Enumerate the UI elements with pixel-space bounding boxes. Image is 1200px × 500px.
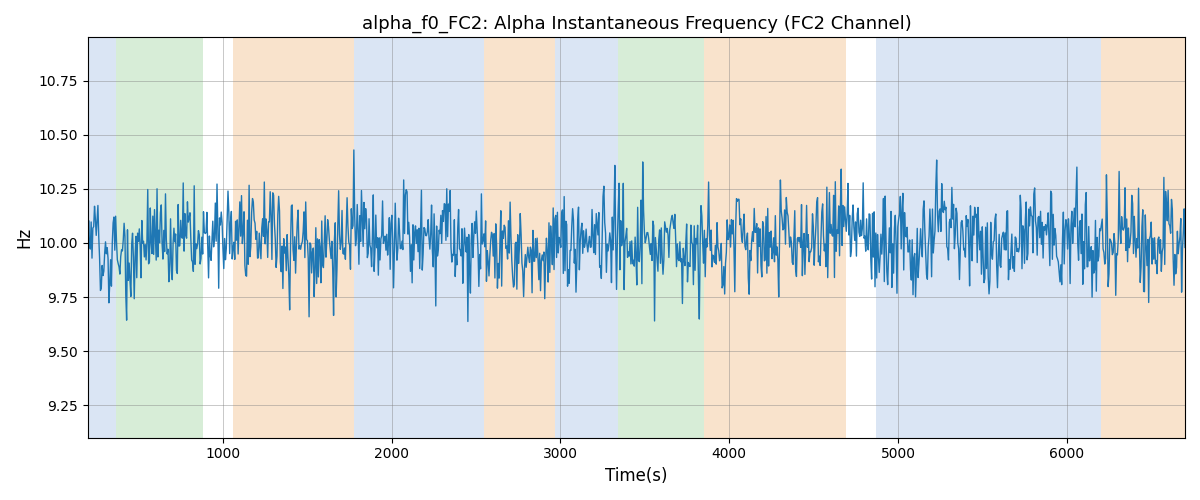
Bar [402, 38, 485, 438]
Bar [1084, 38, 1100, 438]
Bar [518, 38, 556, 438]
Bar [704, 38, 744, 438]
Title: alpha_f0_FC2: Alpha Instantaneous Frequency (FC2 Channel): alpha_f0_FC2: Alpha Instantaneous Freque… [361, 15, 911, 34]
Bar [233, 38, 354, 438]
X-axis label: Time(s): Time(s) [605, 467, 667, 485]
Bar [1100, 38, 1186, 438]
Bar [116, 38, 203, 438]
Bar [88, 38, 116, 438]
Bar [594, 38, 618, 438]
Bar [876, 38, 1084, 438]
Bar [485, 38, 518, 438]
Bar [556, 38, 594, 438]
Bar [676, 38, 704, 438]
Bar [744, 38, 846, 438]
Bar [354, 38, 402, 438]
Bar [618, 38, 676, 438]
Y-axis label: Hz: Hz [14, 227, 32, 248]
